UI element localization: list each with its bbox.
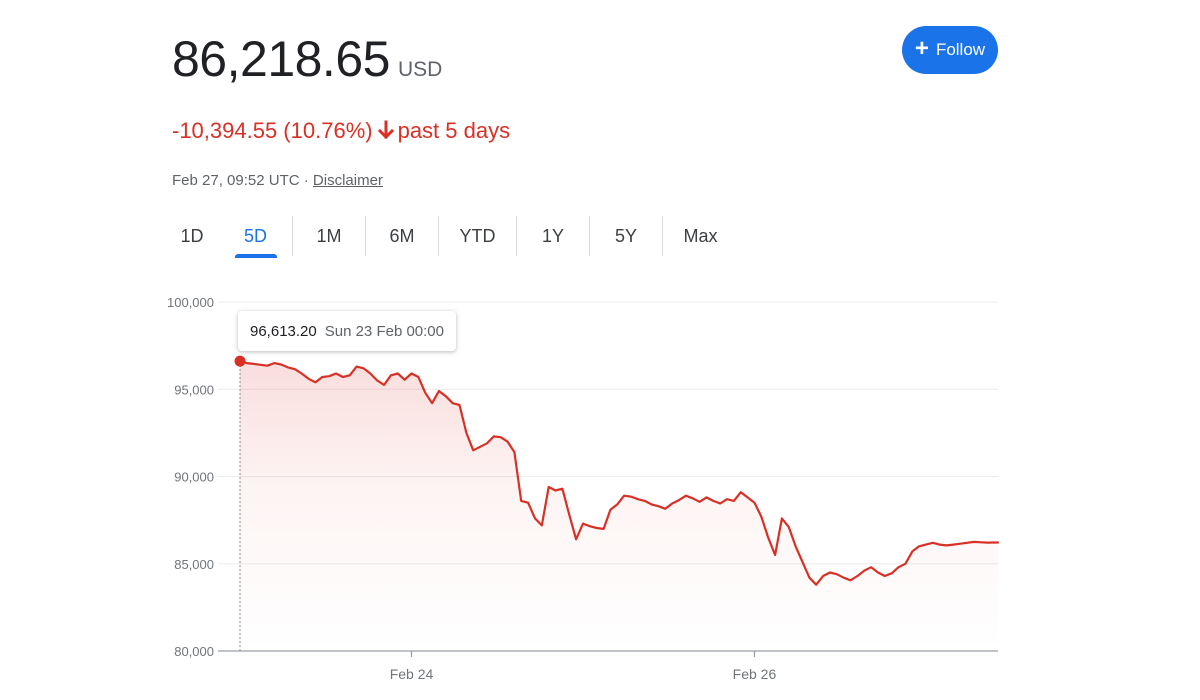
timestamp: Feb 27, 09:52 UTC [172,172,300,189]
price-header: 86,218.65 USD [172,30,442,88]
highlight-point [234,355,246,367]
tab-1m[interactable]: 1M [293,216,366,256]
y-tick-label: 95,000 [174,382,214,397]
price-change: -10,394.55 (10.76%) past 5 days [172,118,510,144]
y-tick-label: 100,000 [167,295,214,310]
tooltip-value: 96,613.20 [250,322,317,340]
x-tick-label: Feb 26 [733,666,777,682]
chart-tooltip: 96,613.20 Sun 23 Feb 00:00 [238,311,456,351]
change-amount: -10,394.55 (10.76%) [172,118,373,143]
current-price: 86,218.65 [172,31,390,87]
follow-button[interactable]: + Follow [902,26,998,74]
range-tabs: 1D 5D 1M 6M YTD 1Y 5Y Max [165,216,738,260]
tab-max[interactable]: Max [683,225,718,246]
price-area [240,361,998,651]
tab-ytd[interactable]: YTD [439,216,517,256]
y-tick-label: 85,000 [174,557,214,572]
change-period: past 5 days [397,118,511,143]
tab-5y[interactable]: 5Y [590,216,663,256]
tab-5d[interactable]: 5D [219,216,293,256]
arrow-down-icon [377,120,394,140]
tab-1y[interactable]: 1Y [517,216,590,256]
tab-6m[interactable]: 6M [366,216,439,256]
tooltip-date: Sun 23 Feb 00:00 [324,322,444,340]
currency-label: USD [397,58,443,81]
follow-label: Follow [935,40,986,59]
tab-1d[interactable]: 1D [180,225,204,246]
y-tick-label: 90,000 [174,470,214,485]
plus-icon: + [914,35,929,62]
meta-separator: · [303,172,309,189]
price-line [238,360,1000,586]
disclaimer-link[interactable]: Disclaimer [312,172,383,189]
y-tick-label: 80,000 [174,644,214,659]
price-meta: Feb 27, 09:52 UTC · Disclaimer [172,172,383,189]
x-tick-label: Feb 24 [390,666,434,682]
